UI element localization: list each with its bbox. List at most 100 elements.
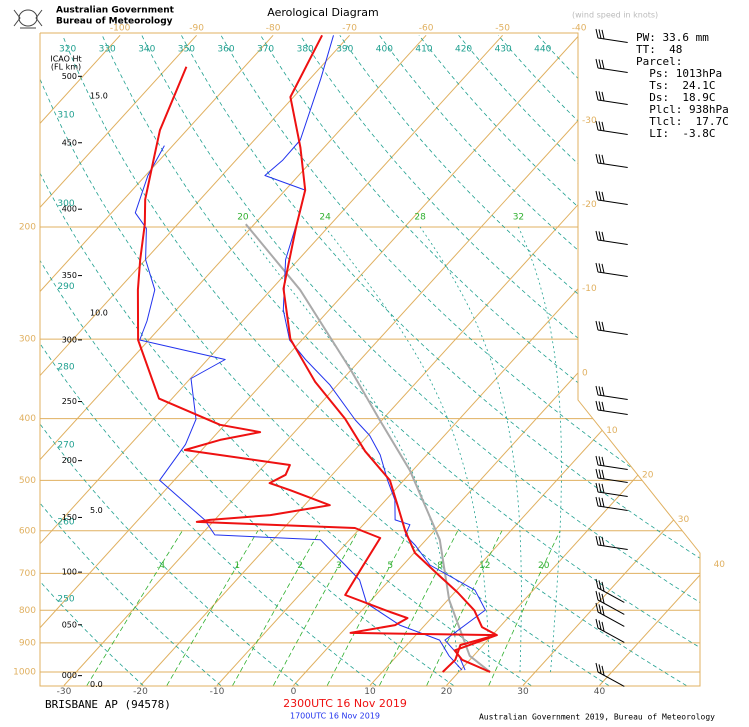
mixing-ratio-line — [232, 530, 321, 686]
mixing-ratio-label: 12 — [479, 561, 490, 571]
dry-adiabat-label: 310 — [57, 111, 74, 121]
frame — [39, 32, 701, 687]
stat-line: Ds: 18.9C — [636, 91, 715, 104]
x-tick-label: 20 — [441, 687, 453, 697]
dry-adiabat-label: 300 — [57, 199, 74, 209]
wind-note: (wind speed in knots) — [572, 11, 658, 20]
dry-adiabat — [40, 35, 222, 686]
isotherm — [599, 34, 700, 686]
mixing-ratio-label: 8 — [437, 561, 443, 571]
moist-adiabat-label: 28 — [414, 212, 426, 222]
wind-barb — [595, 455, 628, 470]
dry-adiabat-label: 440 — [534, 45, 551, 55]
legend-entry: 2300UTC 16 Nov 2019 — [283, 697, 407, 710]
wind-barb — [595, 190, 628, 205]
flight-level-label: 000 — [62, 671, 77, 680]
stat-line: Tlcl: 17.7C — [636, 115, 729, 128]
stat-line: LI: -3.8C — [636, 127, 715, 140]
isotherm-right-label: 30 — [678, 515, 690, 525]
profile-line — [264, 35, 486, 671]
footer: Australian Government 2019, Bureau of Me… — [479, 713, 715, 722]
wind-barb — [595, 90, 628, 105]
dry-adiabat-label: 400 — [376, 45, 393, 55]
km-label: 0.0 — [90, 680, 103, 689]
wind-barb — [595, 535, 628, 550]
station: BRISBANE AP (94578) — [45, 698, 171, 711]
height-axis-title: (FL km) — [51, 63, 81, 72]
dry-adiabat-label: 410 — [415, 45, 432, 55]
dry-adiabat-label: 270 — [57, 441, 74, 451]
flight-level-label: 450 — [62, 138, 77, 147]
isotherm — [40, 34, 580, 686]
x-tick-label: 10 — [364, 687, 376, 697]
isotherm-top-label: -50 — [495, 24, 510, 34]
isobar-label: 800 — [19, 606, 36, 616]
km-label: 5.0 — [90, 506, 103, 515]
isobar-label: 200 — [19, 222, 36, 232]
wind-barb — [595, 120, 628, 135]
isobar-label: 500 — [19, 476, 36, 486]
dry-adiabat-label: 290 — [57, 282, 74, 292]
flight-level-label: 300 — [62, 335, 77, 344]
dry-adiabat — [40, 35, 454, 686]
wind-barb — [595, 400, 628, 415]
dry-adiabat-label: 320 — [59, 45, 76, 55]
isotherm — [40, 34, 197, 686]
mixing-ratio-label: .4 — [157, 561, 166, 571]
moist-adiabat — [518, 226, 562, 673]
mixing-ratio-label: 1 — [234, 561, 240, 571]
dry-adiabat — [101, 35, 700, 686]
wind-barb — [595, 58, 628, 73]
isotherm-top-label: -60 — [419, 24, 434, 34]
wind-barb — [595, 320, 628, 335]
isotherm — [40, 34, 350, 686]
mixing-ratio-label: 3 — [336, 561, 342, 571]
mixing-ratio-label: 20 — [538, 561, 550, 571]
wind-barbs — [595, 28, 628, 687]
profile-line — [136, 66, 498, 673]
isotherm-top-label: -40 — [572, 24, 587, 34]
flight-level-label: 200 — [62, 456, 77, 465]
x-tick-label: -20 — [133, 687, 148, 697]
isobar-label: 600 — [19, 526, 36, 536]
dry-adiabat-label: 430 — [495, 45, 512, 55]
isotherm — [40, 34, 427, 686]
isotherm-right-label: 20 — [642, 471, 654, 481]
wind-barb — [595, 230, 628, 245]
mixing-ratio-line — [166, 530, 259, 686]
dry-adiabat-label: 390 — [336, 45, 353, 55]
mixing-ratio-line — [86, 530, 183, 686]
wind-barb — [595, 590, 625, 615]
isotherm — [40, 34, 121, 686]
isotherm-top-label: -80 — [266, 24, 281, 34]
isobar-label: 700 — [19, 569, 36, 579]
logo — [13, 9, 43, 29]
mixing-ratio-line — [426, 530, 503, 686]
dry-adiabat-label: 380 — [297, 45, 314, 55]
height-axis-title: ICAO Ht — [50, 55, 81, 64]
dry-adiabat — [40, 35, 609, 686]
moist-adiabat — [324, 226, 490, 672]
profile-line — [134, 145, 463, 671]
isotherm-right-label: -30 — [582, 116, 597, 126]
wind-barb — [595, 385, 628, 400]
dry-adiabat — [40, 35, 299, 686]
isobar-label: 300 — [19, 335, 36, 345]
stat-line: Parcel: — [636, 55, 682, 68]
isotherm-right-label: -10 — [582, 284, 597, 294]
flight-level-label: 350 — [62, 271, 77, 280]
stat-line: Plcl: 938hPa — [636, 103, 729, 116]
moist-adiabat-label: 24 — [319, 212, 331, 222]
profiles — [134, 34, 498, 673]
isotherm — [40, 34, 503, 686]
dry-adiabat-label: 360 — [217, 45, 234, 55]
isotherm-right-label: 40 — [714, 560, 726, 570]
wind-barb — [595, 153, 628, 168]
moist-adiabat — [242, 226, 460, 672]
x-tick-label: 0 — [291, 687, 297, 697]
dry-adiabat-label: 260 — [57, 518, 74, 528]
flight-level-label: 400 — [62, 205, 77, 214]
isotherm-top-label: -70 — [342, 24, 357, 34]
